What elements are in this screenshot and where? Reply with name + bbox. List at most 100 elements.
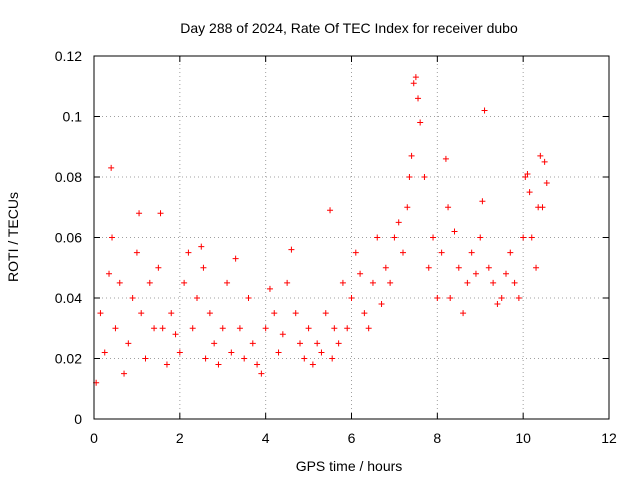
data-point <box>284 279 291 286</box>
data-point <box>515 295 522 301</box>
data-point <box>112 325 119 332</box>
data-point <box>155 264 162 271</box>
data-point <box>271 310 278 317</box>
data-point <box>109 234 116 241</box>
data-point <box>404 204 411 211</box>
data-point <box>301 355 308 362</box>
data-point <box>129 295 136 301</box>
data-point <box>97 310 104 317</box>
data-point <box>168 310 175 317</box>
data-point <box>254 361 261 368</box>
data-point <box>224 279 231 286</box>
chart-title: Day 288 of 2024, Rate Of TEC Index for r… <box>180 20 518 36</box>
data-point <box>116 279 123 286</box>
data-point <box>460 310 467 317</box>
data-point <box>481 107 488 114</box>
y-tick-labels: 0 0.02 0.04 0.06 0.08 0.1 0.12 <box>55 48 82 427</box>
data-point <box>329 355 336 362</box>
data-point <box>468 249 475 256</box>
data-point <box>136 210 143 217</box>
data-point <box>543 180 550 187</box>
data-point <box>305 325 312 332</box>
y-tick-label: 0 <box>74 411 82 427</box>
x-axis-label: GPS time / hours <box>296 458 403 474</box>
data-point <box>365 325 372 332</box>
data-point <box>369 279 376 286</box>
data-point <box>292 310 299 317</box>
data-point <box>202 355 209 362</box>
data-point <box>391 234 398 241</box>
data-point <box>348 295 355 301</box>
y-tick-label: 0.1 <box>63 109 83 125</box>
data-point <box>146 279 153 286</box>
x-tick-label: 0 <box>90 430 98 446</box>
data-point <box>447 295 454 301</box>
data-point <box>327 207 334 214</box>
data-point <box>421 174 428 180</box>
data-point <box>245 295 252 301</box>
data-point <box>528 234 535 241</box>
data-point <box>133 249 140 256</box>
data-point <box>318 349 325 356</box>
x-tick-labels: 0 2 4 6 8 10 12 <box>90 430 617 446</box>
data-point <box>522 174 529 180</box>
data-point <box>430 234 437 241</box>
y-tick-label: 0.06 <box>55 230 82 246</box>
data-point <box>479 198 486 205</box>
axis-ticks <box>93 55 610 420</box>
data-point <box>249 340 256 347</box>
data-point <box>194 295 200 301</box>
data-point <box>322 310 329 317</box>
y-tick-label: 0.08 <box>55 169 82 185</box>
data-point <box>108 164 115 171</box>
data-point <box>125 340 132 347</box>
data-point <box>211 340 218 347</box>
data-point <box>142 355 149 362</box>
data-point <box>219 325 226 332</box>
data-point <box>206 310 213 317</box>
y-tick-label: 0.04 <box>55 290 82 306</box>
data-point <box>498 295 505 301</box>
data-point <box>412 74 419 81</box>
x-tick-label: 6 <box>348 430 356 446</box>
data-point <box>297 340 303 347</box>
data-point <box>378 301 385 308</box>
data-point <box>181 279 188 286</box>
data-point <box>415 95 422 102</box>
data-point <box>400 249 406 256</box>
data-point <box>507 249 514 256</box>
data-point <box>503 270 509 277</box>
data-point <box>335 340 342 347</box>
data-point <box>339 279 346 286</box>
data-point <box>520 234 527 241</box>
data-point <box>163 361 170 368</box>
data-point <box>361 310 368 317</box>
data-point <box>541 158 548 165</box>
data-point <box>185 249 192 256</box>
data-point <box>262 325 269 332</box>
data-point <box>228 349 235 356</box>
y-axis-label: ROTI / TECUs <box>5 192 21 282</box>
data-point <box>451 228 458 235</box>
data-point <box>106 270 113 277</box>
data-point <box>189 325 196 332</box>
data-point <box>442 155 449 162</box>
data-point <box>455 264 462 271</box>
data-point <box>511 279 518 286</box>
data-point <box>445 204 452 211</box>
data-point <box>344 325 351 332</box>
y-tick-label: 0.02 <box>55 351 82 367</box>
data-point <box>410 80 417 87</box>
data-point <box>232 255 239 262</box>
data-point <box>539 204 546 211</box>
data-point <box>314 340 321 347</box>
data-point <box>159 325 166 332</box>
y-tick-label: 0.12 <box>55 48 82 64</box>
data-point <box>406 174 413 180</box>
data-point <box>241 355 248 362</box>
data-point <box>279 331 286 338</box>
data-point <box>494 301 501 308</box>
data-point <box>138 310 145 317</box>
data-point <box>434 295 441 301</box>
data-point <box>438 249 445 256</box>
